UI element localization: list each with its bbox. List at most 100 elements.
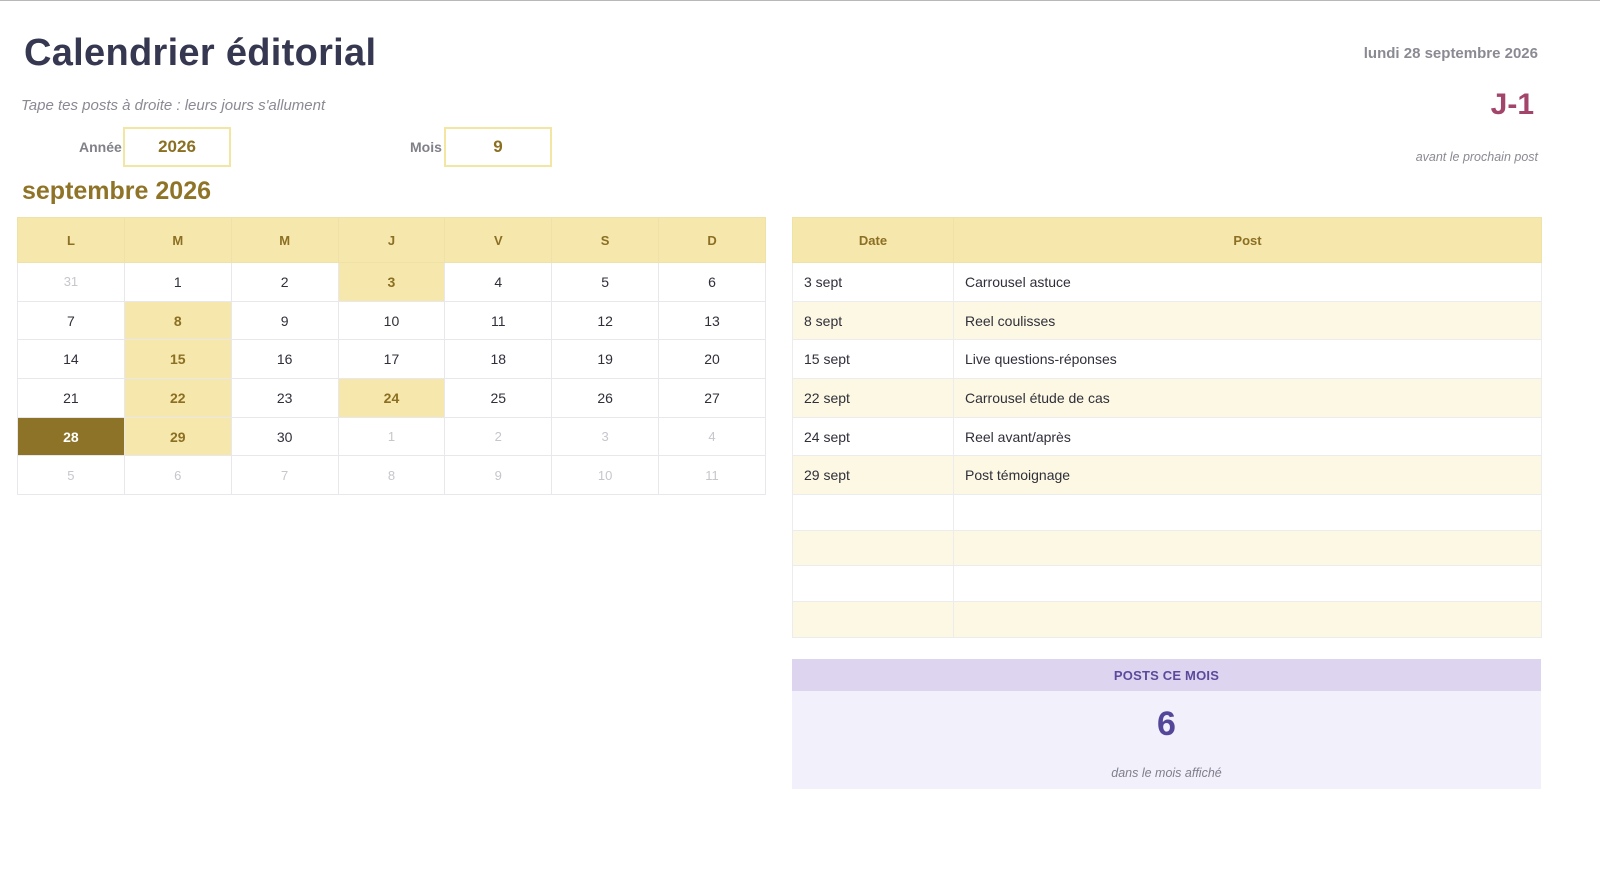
table-row [792,529,1542,567]
calendar-day[interactable]: 9 [230,300,339,341]
calendar-day-outside-month[interactable]: 7 [230,455,339,496]
table-row: 15 sept Live questions-réponses [792,339,1542,380]
top-divider [0,0,1600,1]
calendar-day[interactable]: 16 [230,339,339,380]
calendar-day[interactable]: 1 [123,262,232,302]
weekday-header: M [123,217,232,263]
month-input[interactable]: 9 [444,127,552,167]
weekday-header: V [444,217,553,263]
weekday-header: M [230,217,339,263]
posts-header-row: Date Post [792,217,1542,263]
calendar-day-today[interactable]: 28 [17,416,125,457]
table-row: 8 sept Reel coulisses [792,300,1542,341]
table-row: 3 sept Carrousel astuce [792,262,1542,302]
calendar-day-outside-month[interactable]: 6 [123,455,232,496]
posts-count-caption: dans le mois affiché [1111,766,1222,780]
post-date-cell[interactable] [792,529,954,567]
calendar-day-outside-month[interactable]: 8 [337,455,446,496]
calendar-day-with-post[interactable]: 3 [337,262,446,302]
calendar-day[interactable]: 18 [444,339,553,380]
post-title-cell[interactable] [953,565,1542,602]
calendar-week-row: 7 8 9 10 11 12 13 [17,300,766,341]
calendar-day[interactable]: 21 [17,378,125,418]
weekday-header-row: L M M J V S D [17,217,766,263]
calendar-day-outside-month[interactable]: 5 [17,455,125,496]
table-row: 22 sept Carrousel étude de cas [792,378,1542,418]
calendar-day[interactable]: 12 [551,300,660,341]
post-date-cell[interactable]: 24 sept [792,416,954,457]
calendar-day[interactable]: 10 [337,300,446,341]
calendar-day-outside-month[interactable]: 4 [658,416,766,457]
calendar-day[interactable]: 17 [337,339,446,380]
calendar-day[interactable]: 20 [658,339,766,380]
calendar-day-outside-month[interactable]: 3 [551,416,660,457]
calendar-day[interactable]: 13 [658,300,766,341]
month-calendar: L M M J V S D 31 1 2 3 4 5 6 7 8 9 10 11 12 13 14 15 16 1… [17,217,766,496]
calendar-day[interactable]: 23 [230,378,339,418]
calendar-week-row: 5 6 7 8 9 10 11 [17,455,766,496]
post-date-cell[interactable]: 3 sept [792,262,954,302]
calendar-week-row: 31 1 2 3 4 5 6 [17,262,766,302]
countdown-caption: avant le prochain post [1415,150,1538,164]
calendar-day-with-post[interactable]: 22 [123,378,232,418]
today-date: lundi 28 septembre 2026 [1363,45,1538,62]
post-title-cell[interactable]: Carrousel astuce [953,262,1542,302]
post-title-cell[interactable]: Reel avant/après [953,416,1542,457]
post-title-cell[interactable] [953,494,1542,531]
weekday-header: J [337,217,446,263]
calendar-day-outside-month[interactable]: 9 [444,455,553,496]
page-title: Calendrier éditorial [24,32,377,74]
year-label: Année [79,139,122,155]
post-date-cell[interactable]: 15 sept [792,339,954,380]
calendar-day-with-post[interactable]: 24 [337,378,446,418]
calendar-day[interactable]: 25 [444,378,553,418]
calendar-day-outside-month[interactable]: 1 [337,416,446,457]
post-date-cell[interactable]: 29 sept [792,455,954,496]
post-title-cell[interactable] [953,529,1542,567]
calendar-week-row: 21 22 23 24 25 26 27 [17,378,766,418]
calendar-day[interactable]: 14 [17,339,125,380]
post-date-cell[interactable] [792,494,954,531]
table-row [792,494,1542,531]
column-header-date: Date [792,217,954,263]
table-row: 29 sept Post témoignage [792,455,1542,496]
calendar-day[interactable]: 6 [658,262,766,302]
posts-rows: 3 sept Carrousel astuce 8 sept Reel couliss… [792,262,1542,638]
calendar-day-outside-month[interactable]: 31 [17,262,125,302]
calendar-day-outside-month[interactable]: 2 [444,416,553,457]
post-date-cell[interactable] [792,600,954,638]
post-title-cell[interactable]: Carrousel étude de cas [953,378,1542,418]
posts-count-heading: POSTS CE MOIS [792,659,1541,691]
posts-count-value: 6 [1157,705,1176,743]
post-date-cell[interactable] [792,565,954,602]
calendar-day-with-post[interactable]: 29 [123,416,232,457]
calendar-day[interactable]: 4 [444,262,553,302]
posts-table: Date Post 3 sept Carrousel astuce 8 sept Re… [792,217,1542,638]
post-date-cell[interactable]: 8 sept [792,300,954,341]
calendar-day-with-post[interactable]: 8 [123,300,232,341]
weekday-header: S [551,217,660,263]
post-date-cell[interactable]: 22 sept [792,378,954,418]
column-header-post: Post [953,217,1542,263]
calendar-day[interactable]: 26 [551,378,660,418]
post-title-cell[interactable] [953,600,1542,638]
calendar-day-with-post[interactable]: 15 [123,339,232,380]
calendar-day-outside-month[interactable]: 11 [658,455,766,496]
post-title-cell[interactable]: Post témoignage [953,455,1542,496]
calendar-day[interactable]: 11 [444,300,553,341]
calendar-week-row: 28 29 30 1 2 3 4 [17,416,766,457]
post-title-cell[interactable]: Live questions-réponses [953,339,1542,380]
calendar-day[interactable]: 30 [230,416,339,457]
calendar-day[interactable]: 5 [551,262,660,302]
post-title-cell[interactable]: Reel coulisses [953,300,1542,341]
calendar-day[interactable]: 19 [551,339,660,380]
calendar-day-outside-month[interactable]: 10 [551,455,660,496]
calendar-day[interactable]: 7 [17,300,125,341]
weekday-header: L [17,217,125,263]
month-title: septembre 2026 [22,177,212,205]
year-input[interactable]: 2026 [123,127,231,167]
weekday-header: D [658,217,766,263]
calendar-day[interactable]: 27 [658,378,766,418]
next-post-countdown: J-1 [1490,88,1534,121]
calendar-day[interactable]: 2 [230,262,339,302]
